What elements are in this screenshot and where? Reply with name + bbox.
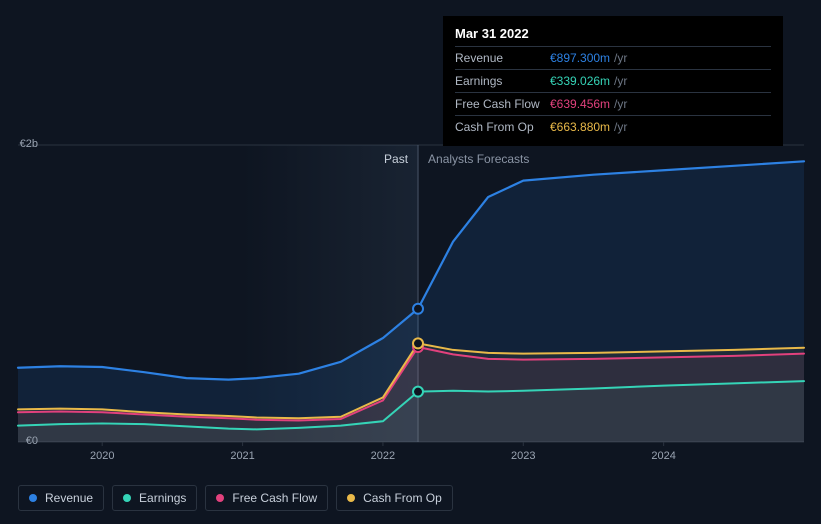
tooltip-metric-value: €639.456m [550,95,610,113]
forecast-section-label: Analysts Forecasts [428,152,529,166]
legend-dot-icon [347,494,355,502]
x-tick-label: 2022 [371,450,395,462]
legend-label: Revenue [45,491,93,505]
tooltip-metric-label: Free Cash Flow [455,95,550,113]
legend-item-cfo[interactable]: Cash From Op [336,485,453,511]
tooltip-row: Free Cash Flow€639.456m/yr [455,92,771,113]
x-tick-label: 2024 [651,450,675,462]
legend-label: Cash From Op [363,491,442,505]
y-tick-label: €2b [20,138,38,150]
legend-item-earnings[interactable]: Earnings [112,485,197,511]
hover-tooltip: Mar 31 2022 Revenue€897.300m/yrEarnings€… [443,16,783,146]
legend-dot-icon [216,494,224,502]
tooltip-metric-value: €339.026m [550,72,610,90]
legend-dot-icon [123,494,131,502]
past-section-label: Past [384,152,408,166]
tooltip-metric-unit: /yr [614,95,627,113]
legend-item-revenue[interactable]: Revenue [18,485,104,511]
legend-label: Free Cash Flow [232,491,317,505]
legend-dot-icon [29,494,37,502]
tooltip-metric-unit: /yr [614,72,627,90]
x-tick-label: 2020 [90,450,114,462]
legend: Revenue Earnings Free Cash Flow Cash From O… [18,485,453,511]
tooltip-row: Cash From Op€663.880m/yr [455,115,771,136]
tooltip-metric-value: €663.880m [550,118,610,136]
tooltip-metric-value: €897.300m [550,49,610,67]
tooltip-metric-label: Revenue [455,49,550,67]
tooltip-row: Earnings€339.026m/yr [455,69,771,90]
tooltip-metric-label: Cash From Op [455,118,550,136]
legend-label: Earnings [139,491,186,505]
tooltip-metric-unit: /yr [614,118,627,136]
tooltip-metric-label: Earnings [455,72,550,90]
legend-item-fcf[interactable]: Free Cash Flow [205,485,328,511]
tooltip-metric-unit: /yr [614,49,627,67]
y-tick-label: €0 [26,435,38,447]
x-tick-label: 2021 [230,450,254,462]
tooltip-row: Revenue€897.300m/yr [455,46,771,67]
tooltip-date: Mar 31 2022 [455,24,771,44]
financial-chart: €0 €2b 2020 2021 2022 2023 2024 Past Analysts… [0,0,821,524]
x-tick-label: 2023 [511,450,535,462]
